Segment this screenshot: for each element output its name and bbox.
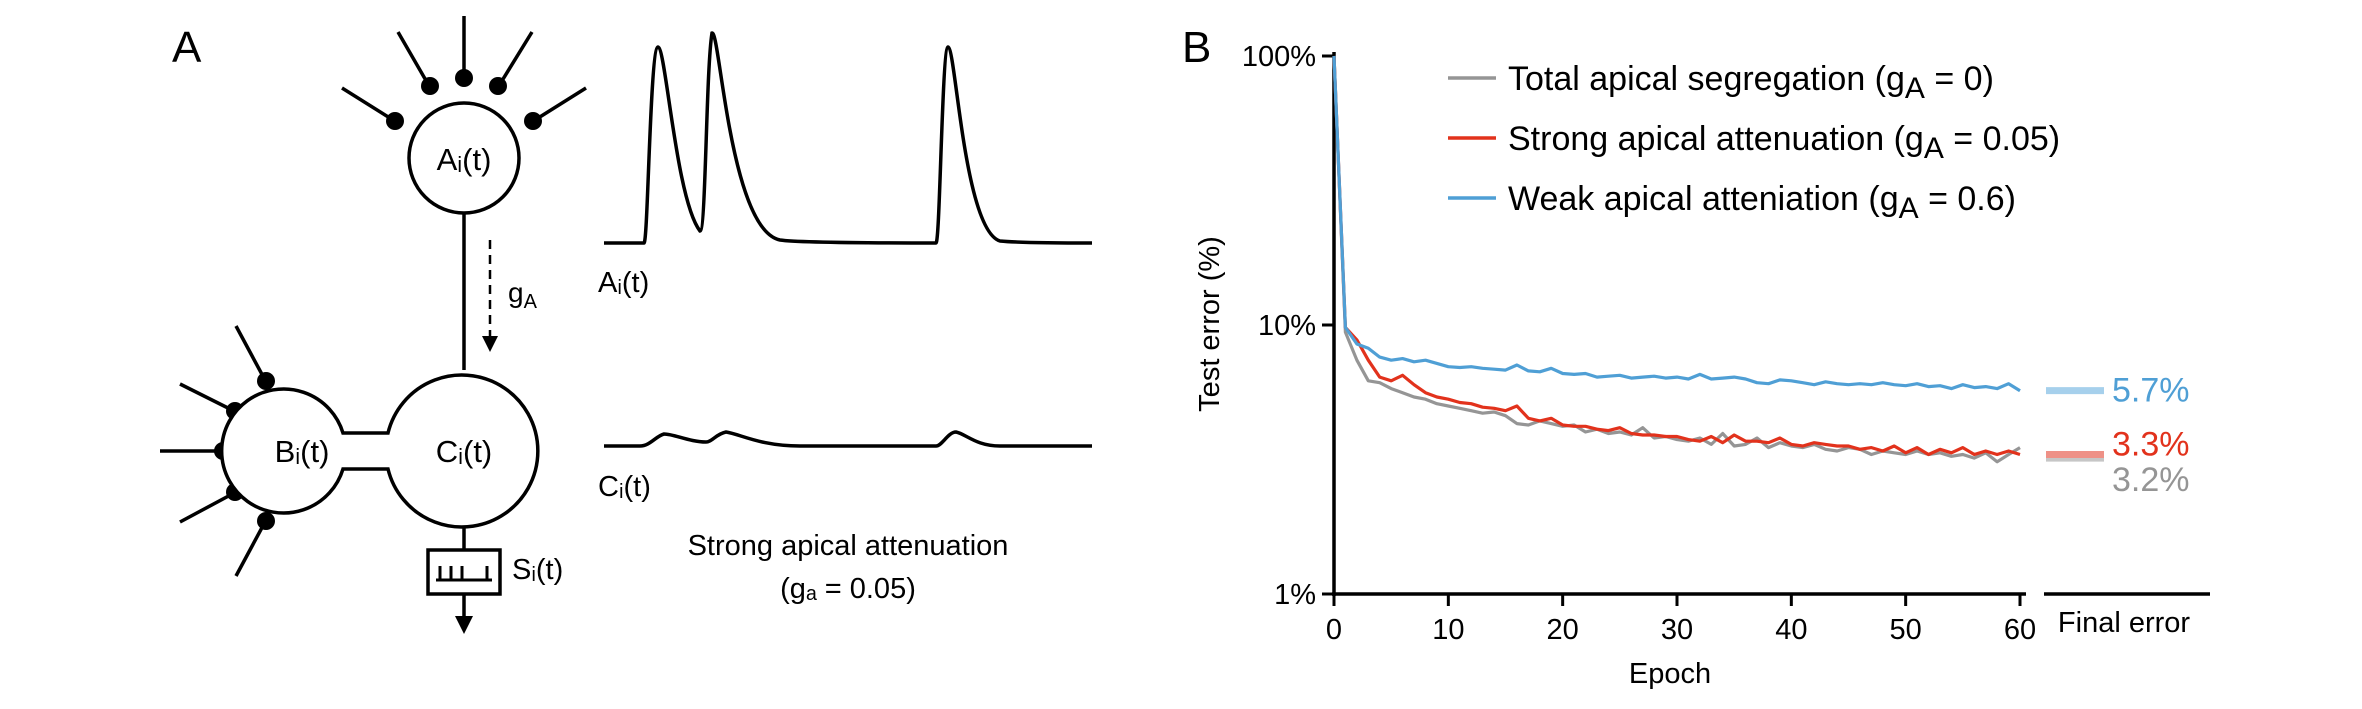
basal-input-synapses (160, 325, 267, 577)
apical-voltage-trace (604, 31, 1093, 245)
coupling-label: gA (508, 277, 538, 313)
basal-soma-body (219, 373, 540, 529)
series-line-1 (1332, 55, 2021, 464)
panel-a-schematic: A Aᵢ(t) gA (160, 16, 1093, 634)
basal-compartment-label: Bᵢ(t) (275, 434, 330, 469)
x-tick-label: 30 (1661, 614, 1693, 646)
soma-voltage-trace (604, 430, 1092, 448)
legend-entry: Total apical segregation (gA = 0) (1508, 60, 1994, 105)
x-tick-label: 50 (1890, 614, 1922, 646)
spike-train-ticks (436, 566, 492, 582)
x-tick-label: 40 (1775, 614, 1807, 646)
y-axis-label: Test error (%) (1194, 236, 1226, 412)
y-tick-label: 1% (1274, 579, 1316, 611)
y-ticks: 1% 10% 100% (1242, 41, 1334, 611)
output-arrowhead (455, 616, 473, 634)
spike-output-label: Sᵢ(t) (512, 554, 563, 586)
x-tick-label: 0 (1326, 614, 1342, 646)
series-line-2 (1332, 55, 2021, 457)
final-error-label: 3.3% (2112, 426, 2190, 464)
apical-synapse-terminals (386, 69, 542, 130)
series-line-3 (1332, 55, 2021, 393)
y-tick-label: 100% (1242, 41, 1316, 73)
final-error-label: 5.7% (2112, 372, 2190, 410)
x-tick-label: 20 (1547, 614, 1579, 646)
legend-entry: Weak apical atteniation (gA = 0.6) (1508, 180, 2016, 225)
final-error-label: 3.2% (2112, 461, 2190, 499)
x-axis-label: Epoch (1629, 658, 1711, 690)
x-tick-label: 10 (1432, 614, 1464, 646)
panel-b-chart: B 1% 10% 100% 0 10 20 30 40 50 60 3.2%3.3% 5.7% T… (1182, 23, 2210, 690)
final-error-axis-label: Final error (2058, 607, 2190, 639)
trace-caption-line1: Strong apical attenuation (688, 530, 1009, 562)
apical-trace-label: Aᵢ(t) (598, 267, 649, 299)
soma-trace-label: Cᵢ(t) (598, 471, 651, 503)
legend-entry: Strong apical attenuation (gA = 0.05) (1508, 120, 2060, 165)
final-error-markers: 3.2%3.3% 5.7% (2046, 372, 2190, 499)
panel-b-label: B (1182, 23, 1211, 72)
x-ticks: 0 10 20 30 40 50 60 (1326, 594, 2036, 646)
y-tick-label: 10% (1258, 310, 1316, 342)
apical-compartment-label: Aᵢ(t) (437, 142, 492, 177)
panel-a-label: A (172, 23, 202, 72)
apical-input-synapses (341, 16, 587, 122)
legend: Total apical segregation (gA = 0) Strong … (1448, 60, 2060, 225)
x-tick-label: 60 (2004, 614, 2036, 646)
soma-compartment-label: Cᵢ(t) (436, 434, 493, 469)
series-lines (1332, 55, 2021, 464)
trace-caption-line2: (gₐ = 0.05) (780, 573, 916, 605)
coupling-arrowhead (482, 336, 498, 352)
